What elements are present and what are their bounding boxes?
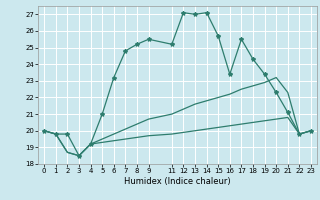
X-axis label: Humidex (Indice chaleur): Humidex (Indice chaleur): [124, 177, 231, 186]
